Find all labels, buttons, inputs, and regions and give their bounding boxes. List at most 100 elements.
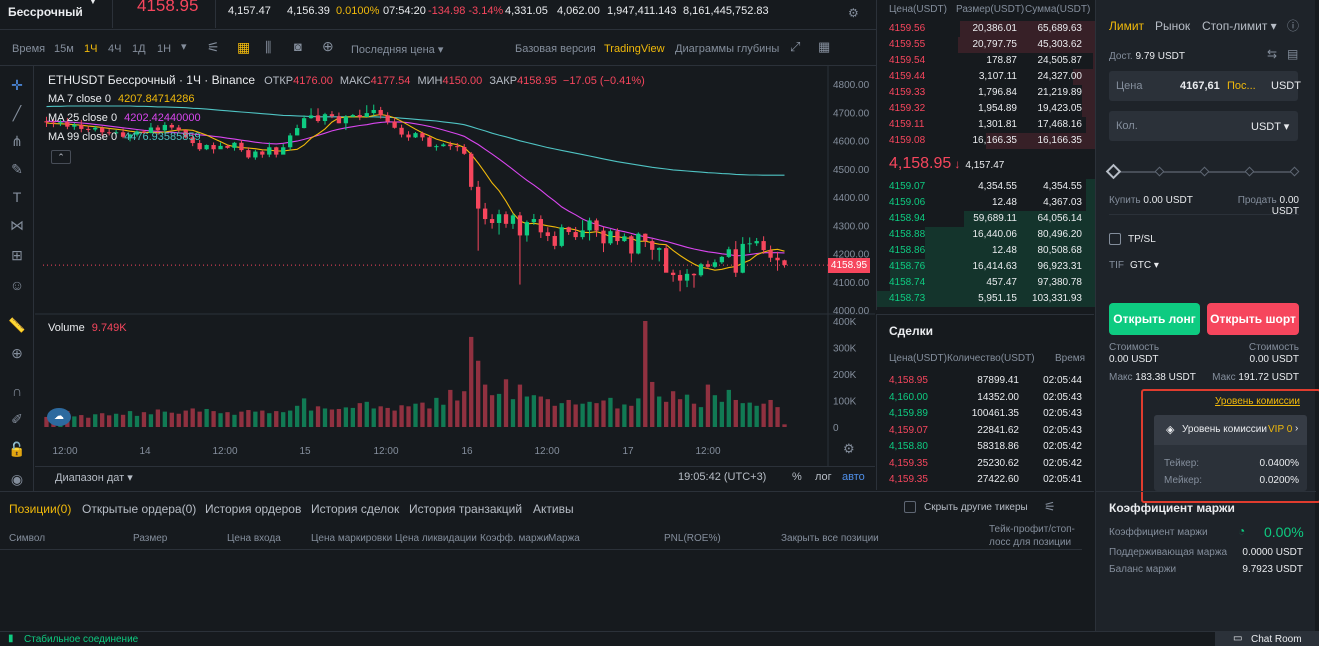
slider-handle[interactable] xyxy=(1105,163,1122,180)
ma7-legend[interactable]: MA 7 close 0 4207.84714286 xyxy=(48,93,195,105)
symbol-dropdown-icon[interactable]: ▼ xyxy=(88,0,98,7)
magnet-icon[interactable]: ∩ xyxy=(11,383,23,399)
ask-row[interactable]: 4159.33 1,796.84 21,219.89 xyxy=(877,85,1095,101)
bid-row[interactable]: 4158.73 5,951.15 103,331.93 xyxy=(877,291,1095,307)
depth-bar xyxy=(957,37,1095,53)
price-tick-label: 4800.00 xyxy=(833,80,870,91)
projection-icon[interactable]: ⊞ xyxy=(11,247,23,263)
open-long-button[interactable]: Открыть лонг xyxy=(1109,303,1200,335)
depth-bar xyxy=(1081,85,1095,101)
interval-15m[interactable]: 15м xyxy=(54,43,74,55)
view-depth-chart[interactable]: Диаграммы глубины xyxy=(675,43,780,55)
tab-open-orders[interactable]: Открытые ордера(0) xyxy=(82,502,197,516)
fullscreen-icon[interactable]: ⤢ xyxy=(790,39,801,54)
auto-scale-toggle[interactable]: авто xyxy=(842,471,865,483)
price-field[interactable]: Цена 4167,61 Пос... USDT xyxy=(1109,71,1301,101)
bid-row[interactable]: 4158.94 59,689.11 64,056.14 xyxy=(877,211,1095,227)
indicators-icon[interactable]: ▦ xyxy=(237,39,251,55)
brush-icon[interactable]: ✎ xyxy=(11,161,23,177)
close-all-positions[interactable]: Закрыть все позиции xyxy=(781,533,879,544)
slider-mark-75[interactable] xyxy=(1244,166,1255,177)
view-tradingview[interactable]: TradingView xyxy=(604,43,665,55)
candle-body xyxy=(510,215,516,224)
lock-icon[interactable]: 🔓 xyxy=(8,441,26,457)
bid-row[interactable]: 4158.76 16,414.63 96,923.31 xyxy=(877,259,1095,275)
bid-row[interactable]: 4158.86 12.48 80,508.68 xyxy=(877,243,1095,259)
chart-type-icon[interactable]: ⫼ xyxy=(265,39,272,55)
tab-transaction-history[interactable]: История транзакций xyxy=(409,502,523,516)
log-scale-toggle[interactable]: лог xyxy=(815,471,832,483)
slider-mark-50[interactable] xyxy=(1199,166,1210,177)
quantity-unit-select[interactable]: USDT ▾ xyxy=(1251,121,1290,133)
price-type-select[interactable]: Последняя цена ▾ xyxy=(351,44,444,56)
emoji-icon[interactable]: ☺ xyxy=(9,277,25,293)
zoom-in-icon[interactable]: ⊕ xyxy=(11,345,23,361)
chat-room-button[interactable]: ▭ Chat Room xyxy=(1215,632,1319,646)
slider-mark-100[interactable] xyxy=(1289,166,1300,177)
eye-icon[interactable]: ◉ xyxy=(10,471,24,487)
ma99-legend[interactable]: MA 99 close 0 4476.93585859 xyxy=(48,131,201,143)
price-chart[interactable]: 4800.00 4700.00 4600.00 4500.00 4400.00 4300.… xyxy=(35,66,875,491)
indicator-settings-icon[interactable]: ⚟ xyxy=(207,39,220,55)
pattern-icon[interactable]: ⋈ xyxy=(10,217,24,233)
tab-positions[interactable]: Позиции(0) xyxy=(9,502,72,516)
quantity-field[interactable]: Кол. USDT ▾ xyxy=(1109,111,1298,141)
bid-row[interactable]: 4159.07 4,354.55 4,354.55 xyxy=(877,179,1095,195)
filter-settings-icon[interactable]: ⚟ xyxy=(1044,499,1056,514)
collapse-legend-button[interactable]: ⌃ xyxy=(51,150,71,164)
candle-body xyxy=(657,248,662,250)
order-type-limit[interactable]: Лимит xyxy=(1109,19,1145,33)
tab-order-history[interactable]: История ордеров xyxy=(205,502,302,516)
ma25-legend[interactable]: MA 25 close 0 4202.42440000 xyxy=(48,112,201,124)
trendline-icon[interactable]: ╱ xyxy=(12,105,22,121)
interval-1w[interactable]: 1Н xyxy=(157,43,172,55)
last-price-shortcut[interactable]: Пос... xyxy=(1227,80,1256,92)
bid-row[interactable]: 4159.06 12.48 4,367.03 xyxy=(877,195,1095,211)
bid-row[interactable]: 4158.74 457.47 97,380.78 xyxy=(877,275,1095,291)
calculator-icon[interactable]: ▤ xyxy=(1287,47,1299,61)
fee-level-link[interactable]: Уровень комиссии xyxy=(1215,396,1300,407)
interval-dropdown-icon[interactable]: ▾ xyxy=(181,41,187,53)
percent-scale-toggle[interactable]: % xyxy=(792,471,802,483)
symbol-contract-type[interactable]: Бессрочный xyxy=(8,5,83,19)
ask-row[interactable]: 4159.56 20,386.01 65,689.63 xyxy=(877,21,1095,37)
interval-1d[interactable]: 1Д xyxy=(132,43,146,55)
ruler-icon[interactable]: 📏 xyxy=(8,317,26,333)
chart-canvas[interactable]: 4800.00 4700.00 4600.00 4500.00 4400.00 4300.… xyxy=(35,66,875,491)
bid-row[interactable]: 4158.88 16,440.06 80,496.20 xyxy=(877,227,1095,243)
hide-other-checkbox[interactable] xyxy=(904,501,916,513)
info-icon[interactable]: ⓘ xyxy=(1287,19,1300,33)
ask-row[interactable]: 4159.55 20,797.75 45,303.62 xyxy=(877,37,1095,53)
order-type-stop-limit[interactable]: Стоп-лимит ▾ xyxy=(1202,19,1277,33)
fee-popup-header[interactable]: ◈ Уровень комиссии VIP 0 › xyxy=(1154,415,1307,445)
settings-gear-icon[interactable]: ⚙ xyxy=(848,6,859,20)
order-book: Цена(USDT) Размер(USDT) Сумма(USDT) 4159… xyxy=(876,0,1095,310)
chart-settings-gear-icon[interactable]: ⚙ xyxy=(843,441,855,456)
layout-grid-icon[interactable]: ▦ xyxy=(818,39,831,54)
crosshair-icon[interactable]: ✛ xyxy=(11,77,23,93)
chart-legend-main: ETHUSDT Бессрочный · 1Ч · Binance ОТКР41… xyxy=(48,73,645,87)
order-type-market[interactable]: Рынок xyxy=(1155,19,1191,33)
open-short-button[interactable]: Открыть шорт xyxy=(1207,303,1299,335)
date-range-select[interactable]: Диапазон дат ▾ xyxy=(55,472,133,484)
view-basic[interactable]: Базовая версия xyxy=(515,43,596,55)
ask-row[interactable]: 4159.32 1,954.89 19,423.05 xyxy=(877,101,1095,117)
interval-1h[interactable]: 1Ч xyxy=(84,43,98,55)
transfer-icon[interactable]: ⇆ xyxy=(1267,47,1278,61)
volume-bar xyxy=(503,379,509,427)
add-icon[interactable]: ⊕ xyxy=(322,38,334,54)
screenshot-camera-icon[interactable]: ◙ xyxy=(294,39,302,54)
pencil-lock-icon[interactable]: ✐ xyxy=(11,411,23,427)
interval-4h[interactable]: 4Ч xyxy=(108,43,122,55)
tab-assets[interactable]: Активы xyxy=(533,502,574,516)
ask-row[interactable]: 4159.11 1,301.81 17,468.16 xyxy=(877,117,1095,133)
tif-select[interactable]: GTC ▾ xyxy=(1130,260,1159,271)
tab-trade-history[interactable]: История сделок xyxy=(311,502,400,516)
fib-tool-icon[interactable]: ⋔ xyxy=(11,133,23,149)
slider-mark-25[interactable] xyxy=(1154,166,1165,177)
tpsl-checkbox[interactable] xyxy=(1109,233,1121,245)
ask-row[interactable]: 4159.08 16,166.35 16,166.35 xyxy=(877,133,1095,149)
text-tool-icon[interactable]: T xyxy=(12,189,22,205)
ask-row[interactable]: 4159.54 178.87 24,505.87 xyxy=(877,53,1095,69)
ask-row[interactable]: 4159.44 3,107.11 24,327.00 xyxy=(877,69,1095,85)
